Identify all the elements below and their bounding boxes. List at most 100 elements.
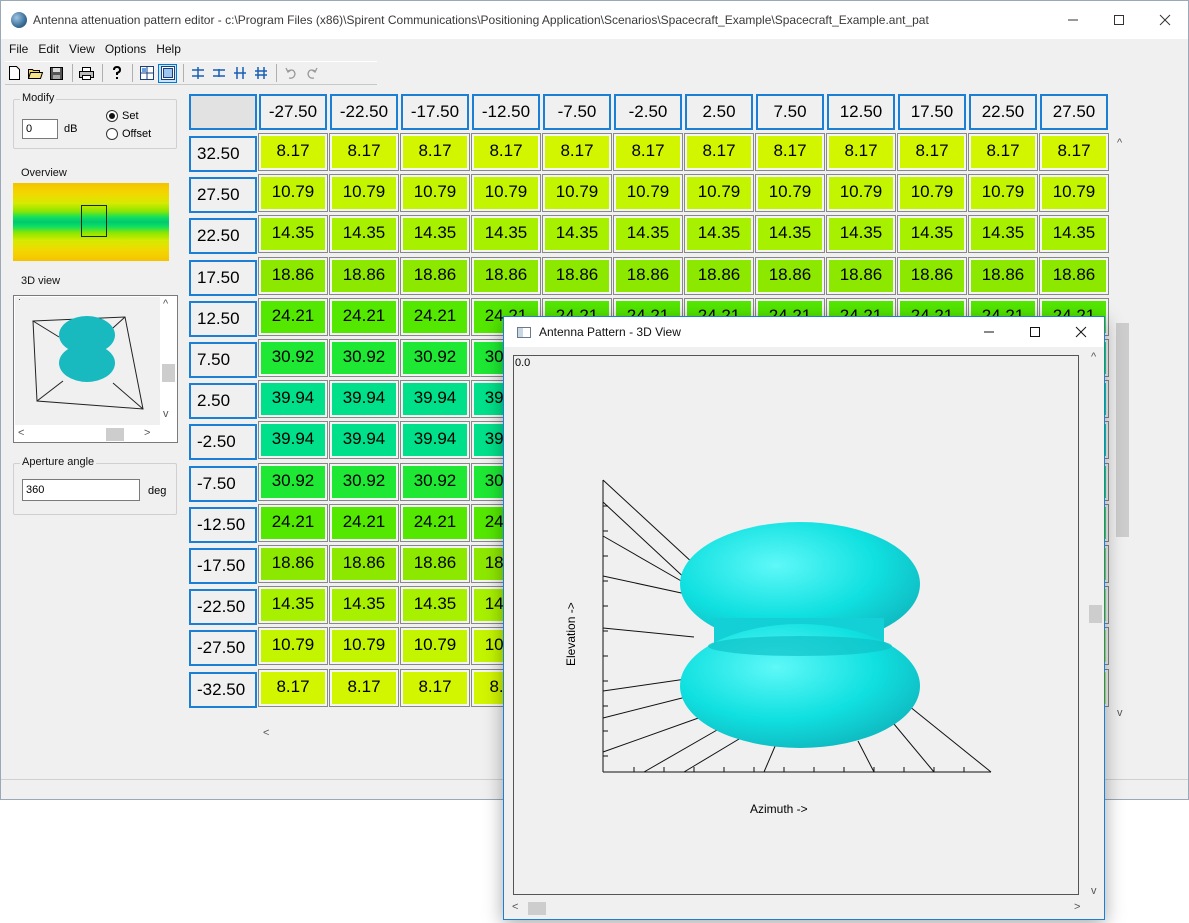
elevation-header[interactable]: -27.50 — [189, 630, 257, 667]
view3d-hscroll-thumb[interactable] — [106, 428, 124, 441]
view3d-vscroll-thumb[interactable] — [162, 364, 175, 382]
attenuation-cell[interactable]: 8.17 — [684, 133, 754, 171]
attenuation-cell[interactable]: 30.92 — [258, 339, 328, 377]
attenuation-cell[interactable]: 10.79 — [968, 174, 1038, 213]
elevation-header[interactable]: 12.50 — [189, 300, 257, 337]
view3d-thumbnail[interactable]: ^ v < > — [13, 295, 178, 443]
view3d-scroll-right[interactable]: > — [144, 427, 151, 439]
attenuation-cell[interactable]: 18.86 — [613, 256, 683, 295]
elevation-header[interactable]: 32.50 — [189, 136, 257, 172]
attenuation-cell[interactable]: 39.94 — [329, 380, 399, 419]
modify-value-input[interactable] — [22, 119, 58, 139]
minimize-button[interactable] — [1050, 1, 1096, 39]
attenuation-cell[interactable]: 10.79 — [258, 174, 328, 213]
grid-vscroll-thumb[interactable] — [1116, 323, 1129, 537]
attenuation-cell[interactable]: 14.35 — [755, 215, 825, 254]
elevation-header[interactable]: 27.50 — [189, 177, 257, 214]
azimuth-header[interactable]: -7.50 — [543, 94, 611, 130]
attenuation-cell[interactable]: 18.86 — [471, 256, 541, 295]
elevation-header[interactable]: -22.50 — [189, 589, 257, 626]
attenuation-cell[interactable]: 8.17 — [400, 133, 470, 171]
attenuation-cell[interactable]: 18.86 — [1039, 256, 1109, 295]
undo-button[interactable] — [281, 64, 300, 83]
elevation-header[interactable]: -7.50 — [189, 465, 257, 502]
azimuth-header[interactable]: 12.50 — [827, 94, 895, 130]
attenuation-cell[interactable]: 10.79 — [542, 174, 612, 213]
attenuation-cell[interactable]: 8.17 — [968, 133, 1038, 171]
azimuth-header[interactable]: -12.50 — [472, 94, 540, 130]
azimuth-header[interactable]: 7.50 — [756, 94, 824, 130]
attenuation-cell[interactable]: 24.21 — [258, 503, 328, 542]
attenuation-cell[interactable]: 10.79 — [329, 627, 399, 666]
antenna-3d-plot-area[interactable]: 0.0 — [513, 355, 1079, 895]
attenuation-cell[interactable]: 8.17 — [755, 133, 825, 171]
popup-scroll-right[interactable]: > — [1074, 901, 1081, 913]
attenuation-cell[interactable]: 8.17 — [258, 133, 328, 171]
attenuation-cell[interactable]: 18.86 — [542, 256, 612, 295]
elevation-header[interactable]: 22.50 — [189, 218, 257, 255]
menu-options[interactable]: Options — [104, 42, 147, 56]
attenuation-cell[interactable]: 39.94 — [400, 380, 470, 419]
grid-scroll-down[interactable]: v — [1117, 707, 1123, 719]
elevation-header[interactable]: -32.50 — [189, 671, 257, 708]
aperture-angle-input[interactable] — [22, 479, 140, 501]
grid-vertical-scrollbar[interactable]: ^ v — [1113, 133, 1130, 723]
attenuation-cell[interactable]: 8.17 — [400, 668, 470, 707]
popup-vertical-scrollbar[interactable]: ^ v — [1087, 349, 1104, 901]
attenuation-cell[interactable]: 30.92 — [258, 462, 328, 501]
azimuth-header[interactable]: -2.50 — [614, 94, 682, 130]
azimuth-header[interactable]: 22.50 — [969, 94, 1037, 130]
popup-close-button[interactable] — [1058, 317, 1104, 347]
attenuation-cell[interactable]: 14.35 — [897, 215, 967, 254]
attenuation-cell[interactable]: 10.79 — [826, 174, 896, 213]
attenuation-cell[interactable]: 8.17 — [1039, 133, 1109, 171]
attenuation-cell[interactable]: 8.17 — [258, 668, 328, 707]
popup-horizontal-scrollbar[interactable]: < > — [508, 900, 1088, 917]
attenuation-cell[interactable]: 10.79 — [400, 174, 470, 213]
attenuation-cell[interactable]: 18.86 — [684, 256, 754, 295]
popup-hscroll-thumb[interactable] — [528, 902, 546, 915]
elevation-header[interactable]: -17.50 — [189, 548, 257, 584]
popup-scroll-up[interactable]: ^ — [1091, 351, 1097, 363]
attenuation-cell[interactable]: 14.35 — [613, 215, 683, 254]
azimuth-header[interactable]: -27.50 — [259, 94, 327, 130]
attenuation-cell[interactable]: 18.86 — [897, 256, 967, 295]
attenuation-cell[interactable]: 10.79 — [1039, 174, 1109, 213]
attenuation-cell[interactable]: 8.17 — [329, 668, 399, 707]
attenuation-cell[interactable]: 18.86 — [968, 256, 1038, 295]
set-radio[interactable]: Set — [106, 110, 139, 122]
attenuation-cell[interactable]: 18.86 — [258, 545, 328, 583]
azimuth-header[interactable]: -22.50 — [330, 94, 398, 130]
elevation-header[interactable]: 7.50 — [189, 342, 257, 378]
attenuation-cell[interactable]: 18.86 — [258, 256, 328, 295]
elevation-header[interactable]: -2.50 — [189, 424, 257, 461]
menu-view[interactable]: View — [69, 42, 95, 56]
attenuation-cell[interactable]: 18.86 — [400, 545, 470, 583]
attenuation-cell[interactable]: 8.17 — [826, 133, 896, 171]
attenuation-cell[interactable]: 39.94 — [329, 421, 399, 460]
attenuation-cell[interactable]: 18.86 — [329, 545, 399, 583]
popup-scroll-left[interactable]: < — [512, 901, 519, 913]
attenuation-cell[interactable]: 10.79 — [755, 174, 825, 213]
grid-scroll-left[interactable]: < — [263, 727, 270, 739]
offset-radio[interactable]: Offset — [106, 128, 151, 140]
attenuation-cell[interactable]: 14.35 — [329, 215, 399, 254]
insert-column-button[interactable] — [230, 64, 249, 83]
attenuation-cell[interactable]: 14.35 — [258, 215, 328, 254]
grid-scroll-up[interactable]: ^ — [1117, 137, 1123, 149]
help-button[interactable] — [107, 64, 126, 83]
close-button[interactable] — [1142, 1, 1188, 39]
attenuation-cell[interactable]: 14.35 — [1039, 215, 1109, 254]
attenuation-cell[interactable]: 30.92 — [400, 462, 470, 501]
elevation-header[interactable]: -12.50 — [189, 506, 257, 543]
attenuation-cell[interactable]: 14.35 — [826, 215, 896, 254]
popup-maximize-button[interactable] — [1012, 317, 1058, 347]
attenuation-cell[interactable]: 30.92 — [329, 462, 399, 501]
attenuation-cell[interactable]: 8.17 — [542, 133, 612, 171]
attenuation-cell[interactable]: 8.17 — [329, 133, 399, 171]
menu-file[interactable]: File — [9, 42, 29, 56]
menu-edit[interactable]: Edit — [38, 42, 60, 56]
popup-minimize-button[interactable] — [966, 317, 1012, 347]
elevation-header[interactable]: 17.50 — [189, 259, 257, 296]
azimuth-header[interactable]: -17.50 — [401, 94, 469, 130]
